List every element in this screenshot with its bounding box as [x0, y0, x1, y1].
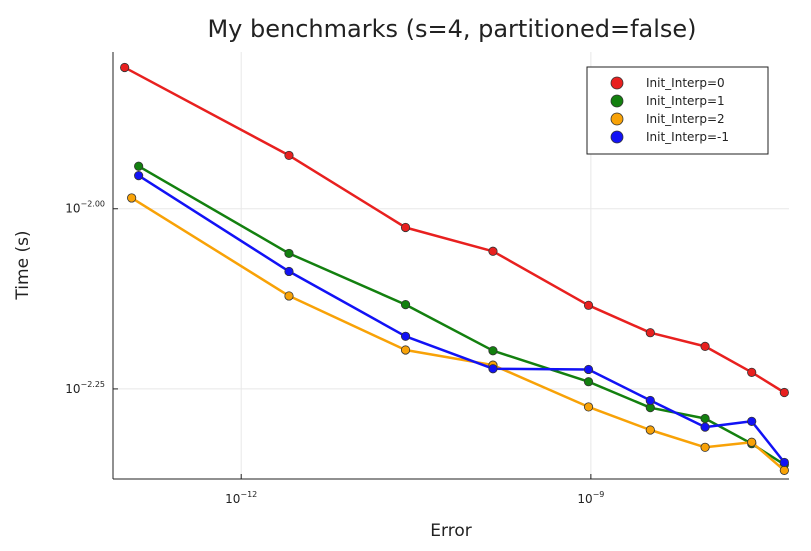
data-point [779, 465, 789, 475]
data-point [779, 457, 789, 468]
legend-marker [610, 94, 624, 108]
data-point [400, 345, 411, 355]
data-point [645, 425, 655, 435]
data-point [400, 299, 411, 310]
data-point [700, 341, 710, 351]
series-Init_Interp=2 [127, 193, 789, 475]
axes [112, 52, 789, 480]
data-point [583, 402, 594, 412]
x-axis-label: Error [430, 521, 471, 541]
series-Init_Interp=0 [120, 62, 789, 398]
legend-marker [610, 130, 624, 144]
x-tick-label: 10−9 [577, 490, 604, 506]
data-point [700, 422, 710, 432]
legend: Init_Interp=0 Init_Interp=1 Init_Interp=2 I… [586, 66, 769, 155]
data-point [127, 193, 137, 203]
data-point [134, 170, 144, 181]
y-axis-label: Time (s) [13, 230, 33, 300]
data-point [284, 291, 294, 301]
legend-entry: Init_Interp=2 [646, 112, 725, 126]
x-tick-label: 10−12 [225, 490, 257, 506]
data-point [700, 442, 710, 452]
series-Init_Interp=-1 [134, 170, 789, 468]
data-point [400, 331, 411, 341]
data-point [700, 413, 710, 424]
data-point [120, 62, 130, 73]
chart-title: My benchmarks (s=4, partitioned=false) [207, 15, 696, 43]
data-point [747, 367, 757, 377]
data-point [400, 222, 411, 233]
data-point [134, 161, 144, 171]
data-point [583, 377, 594, 387]
legend-entry: Init_Interp=1 [646, 94, 725, 108]
data-point [488, 346, 498, 356]
data-point [488, 246, 498, 256]
data-point [284, 150, 294, 161]
y-tick-label: 10−2.00 [65, 200, 105, 216]
legend-entry: Init_Interp=0 [646, 76, 725, 90]
series-layer [120, 62, 789, 475]
y-tick-labels: 10−2.00 10−2.25 [65, 200, 118, 396]
data-point [583, 364, 594, 375]
data-point [583, 300, 594, 310]
data-point [645, 328, 655, 338]
data-point [488, 364, 498, 374]
legend-marker [610, 76, 624, 90]
x-tick-labels: 10−12 10−9 [225, 474, 604, 506]
data-point [747, 437, 757, 447]
data-point [779, 387, 789, 398]
data-point [284, 266, 294, 277]
y-tick-label: 10−2.25 [65, 380, 105, 396]
legend-marker [610, 112, 624, 126]
data-point [645, 395, 655, 406]
data-point [747, 416, 757, 426]
data-point [284, 248, 294, 259]
legend-entry: Init_Interp=-1 [646, 130, 729, 144]
